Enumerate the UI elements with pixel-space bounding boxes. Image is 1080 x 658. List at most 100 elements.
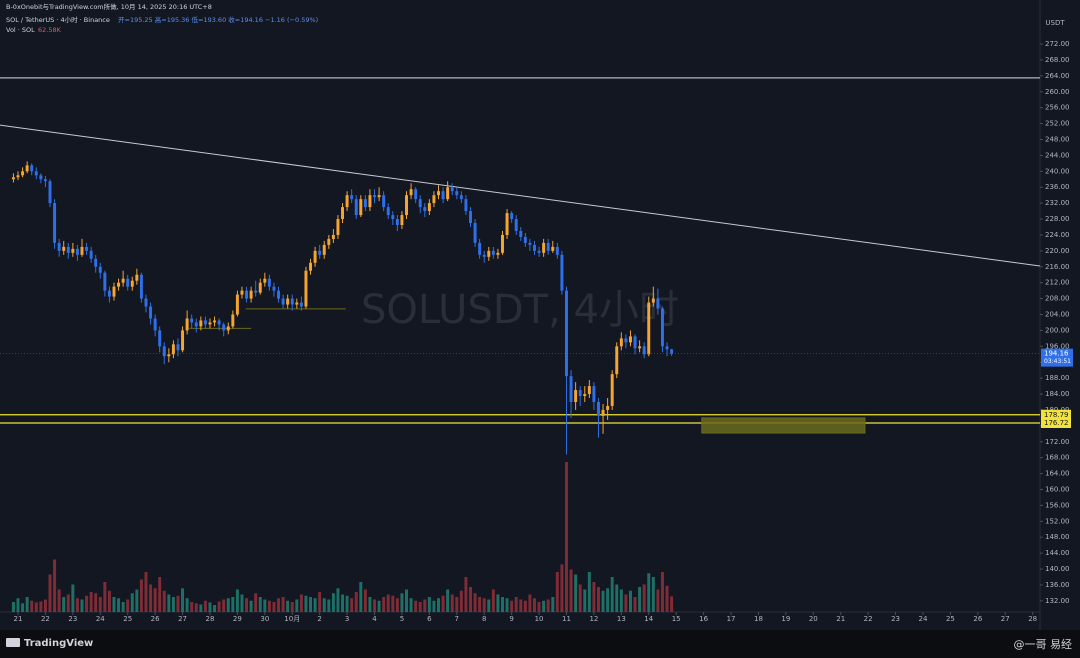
candle-body xyxy=(103,272,107,291)
author-credit: @一哥 易经 xyxy=(1014,638,1073,651)
volume-bar xyxy=(249,600,253,612)
candle-body xyxy=(144,298,148,307)
volume-bar xyxy=(21,603,25,612)
candle-body xyxy=(80,246,84,255)
candle-body xyxy=(615,346,619,375)
volume-bar xyxy=(487,599,491,612)
candle-body xyxy=(505,213,509,235)
candle-body xyxy=(203,320,207,325)
volume-bar xyxy=(382,597,386,612)
candle-body xyxy=(194,322,198,327)
candle-body xyxy=(185,318,189,331)
volume-bar xyxy=(217,601,221,612)
candle-body xyxy=(560,254,564,291)
candle-body xyxy=(569,376,573,402)
volume-bar xyxy=(473,593,477,612)
volume-bar xyxy=(199,604,203,612)
volume-bar xyxy=(432,600,436,612)
volume-bar xyxy=(194,603,198,612)
candle-body xyxy=(240,290,244,295)
candle-body xyxy=(130,280,134,287)
x-tick-label: 20 xyxy=(809,615,818,623)
candle-body xyxy=(482,254,486,257)
volume-bar xyxy=(71,584,75,612)
y-tick-label: 168.00 xyxy=(1045,454,1070,462)
volume-bar xyxy=(121,602,125,612)
candle-body xyxy=(57,242,61,251)
volume-bar xyxy=(295,599,299,612)
candle-body xyxy=(564,290,568,377)
x-tick-label: 13 xyxy=(617,615,626,623)
candle-body xyxy=(345,195,349,208)
x-tick-label: 8 xyxy=(482,615,486,623)
candle-body xyxy=(112,286,116,297)
volume-bar xyxy=(368,597,372,612)
candle-body xyxy=(514,219,518,231)
x-tick-label: 11 xyxy=(562,615,571,623)
candle-body xyxy=(450,187,454,192)
x-tick-label: 25 xyxy=(123,615,132,623)
candle-body xyxy=(208,322,212,325)
candle-body xyxy=(446,187,450,200)
volume-bar xyxy=(331,593,335,612)
volume-bar xyxy=(318,592,322,612)
candle-body xyxy=(318,250,322,255)
candle-body xyxy=(222,324,226,331)
candle-body xyxy=(491,250,495,255)
x-tick-label: 22 xyxy=(864,615,873,623)
watermark: SOLUSDT, 4小时 xyxy=(361,287,679,333)
candle-body xyxy=(555,246,559,255)
candle-body xyxy=(190,318,194,323)
candle-body xyxy=(341,207,345,220)
candle-body xyxy=(304,270,308,307)
candle-body xyxy=(368,195,372,208)
volume-bar xyxy=(231,597,235,612)
volume-bar xyxy=(350,598,354,612)
x-tick-label: 12 xyxy=(589,615,598,623)
volume-bar xyxy=(395,598,399,612)
x-tick-label: 4 xyxy=(372,615,377,623)
candle-body xyxy=(135,274,139,281)
candle-body xyxy=(199,320,203,327)
candle-body xyxy=(647,302,651,355)
trendline xyxy=(0,124,1041,267)
symbol-text: SOL / TetherUS · 4小时 · Binance xyxy=(6,15,110,24)
candle-body xyxy=(496,252,500,255)
volume-bar xyxy=(601,590,605,612)
volume-bar xyxy=(126,599,130,612)
candle-body xyxy=(272,286,276,291)
currency-label: USDT xyxy=(1045,19,1065,27)
candle-body xyxy=(249,290,253,299)
candle-body xyxy=(254,290,258,293)
x-tick-label: 27 xyxy=(1001,615,1010,623)
candle-body xyxy=(85,246,89,251)
candle-body xyxy=(619,338,623,347)
candle-body xyxy=(53,203,57,243)
candle-body xyxy=(30,165,34,172)
volume-bar xyxy=(533,598,536,612)
candle-body xyxy=(601,409,605,416)
volume-bar xyxy=(560,564,564,612)
candle-body xyxy=(11,177,15,180)
volume-bar xyxy=(377,600,381,612)
candle-body xyxy=(642,346,646,355)
candle-body xyxy=(528,242,532,245)
candle-body xyxy=(624,338,628,343)
candle-body xyxy=(281,298,285,305)
x-tick-label: 24 xyxy=(919,615,928,623)
candle-body xyxy=(245,290,249,299)
candle-body xyxy=(578,390,582,397)
y-tick-label: 208.00 xyxy=(1045,295,1070,303)
x-tick-label: 3 xyxy=(345,615,349,623)
y-tick-label: 172.00 xyxy=(1045,438,1070,446)
price-label: 176.72 xyxy=(1044,419,1069,427)
candle-body xyxy=(286,298,290,305)
volume-bar xyxy=(596,587,600,612)
candle-body xyxy=(121,278,125,283)
volume-bar xyxy=(30,600,34,612)
tradingview-logo: TradingView xyxy=(6,638,93,649)
price-label-box xyxy=(1041,417,1071,428)
volume-bar xyxy=(633,597,637,612)
